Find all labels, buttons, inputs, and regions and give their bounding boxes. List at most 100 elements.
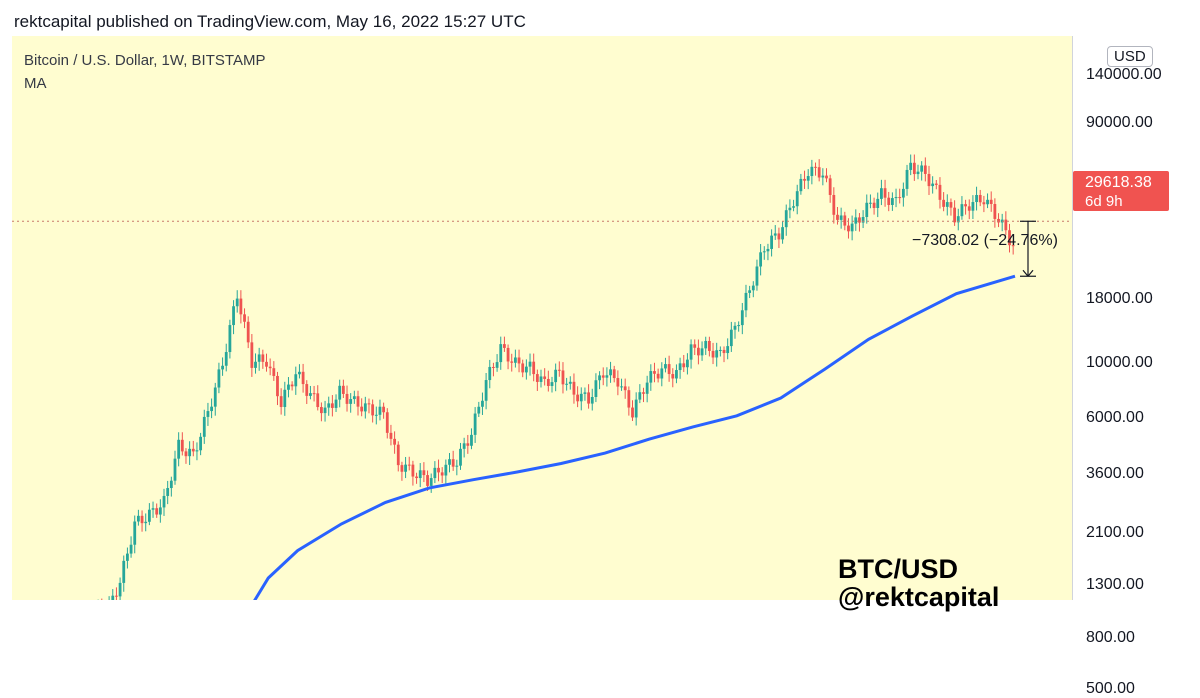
candle [865, 195, 868, 224]
candle [452, 451, 455, 471]
candle [704, 337, 707, 355]
candle [818, 159, 821, 181]
candle [726, 338, 729, 359]
candle [708, 337, 711, 357]
candle [327, 397, 330, 416]
candle [228, 320, 231, 359]
candle [547, 371, 550, 392]
candle [584, 388, 587, 401]
candle [126, 548, 129, 569]
candle [810, 160, 813, 184]
candle [335, 394, 338, 412]
candle [298, 364, 301, 378]
candle [646, 376, 649, 402]
candle [605, 367, 608, 386]
candle [891, 192, 894, 211]
candle [906, 165, 909, 196]
candle [745, 285, 748, 317]
candle [185, 448, 188, 464]
candle [199, 433, 202, 455]
candle [331, 395, 334, 416]
candle [133, 515, 136, 553]
candle [778, 228, 781, 248]
candle [862, 210, 865, 228]
axis-tick-label: 6000.00 [1086, 409, 1144, 427]
candle [338, 380, 341, 408]
candle [455, 460, 458, 476]
candle [598, 371, 601, 389]
candle [393, 431, 396, 453]
candle [653, 363, 656, 382]
candle [953, 200, 956, 226]
candle [558, 361, 561, 376]
candle [474, 407, 477, 443]
candle [968, 199, 971, 219]
candle [763, 246, 766, 260]
candle [851, 216, 854, 241]
candle [876, 193, 879, 218]
candle [170, 477, 173, 497]
candle [466, 435, 469, 454]
candle [748, 286, 751, 298]
candle [258, 348, 261, 371]
candle [825, 168, 828, 182]
candle [895, 189, 898, 207]
candle [551, 377, 554, 393]
price-label-countdown: 6d 9h [1085, 193, 1123, 210]
measure-label: −7308.02 (−24.76%) [912, 232, 1058, 250]
candle [360, 398, 363, 416]
candle [422, 462, 425, 482]
candle [832, 187, 835, 223]
candle [803, 171, 806, 189]
candle [635, 392, 638, 425]
candle [375, 407, 378, 425]
candle [225, 344, 228, 372]
axis-tick-label: 140000.00 [1086, 66, 1162, 84]
candle [137, 510, 140, 526]
candle [785, 205, 788, 236]
candle [521, 360, 524, 378]
candle [913, 155, 916, 181]
candle [492, 363, 495, 377]
candle [814, 163, 817, 176]
candle [693, 339, 696, 355]
candle [986, 193, 989, 208]
candle [613, 366, 616, 382]
candle [441, 467, 444, 483]
candle [836, 207, 839, 225]
candle [887, 192, 890, 211]
candle [144, 513, 147, 531]
candle [485, 373, 488, 409]
candle [309, 386, 312, 399]
candle [679, 358, 682, 379]
candle [459, 443, 462, 470]
candle [770, 229, 773, 256]
candle [957, 209, 960, 231]
candle [397, 441, 400, 471]
candle [324, 401, 327, 422]
candle [638, 384, 641, 403]
candle [477, 402, 480, 417]
candle [898, 189, 901, 204]
candle [616, 370, 619, 395]
candle [166, 481, 169, 504]
candle [390, 425, 393, 445]
candle [756, 260, 759, 291]
candle [207, 403, 210, 426]
candle [829, 175, 832, 203]
candle [313, 386, 316, 402]
candle [723, 346, 726, 362]
candle [920, 161, 923, 180]
candle [419, 463, 422, 487]
candle [353, 391, 356, 404]
candle [430, 474, 433, 493]
candle [510, 354, 513, 372]
candle [141, 510, 144, 531]
candle [181, 432, 184, 455]
candle [595, 373, 598, 402]
candle [928, 166, 931, 195]
candle [349, 393, 352, 413]
candle [690, 339, 693, 368]
currency-unit-button[interactable]: USD [1107, 46, 1153, 67]
candle [243, 308, 246, 328]
